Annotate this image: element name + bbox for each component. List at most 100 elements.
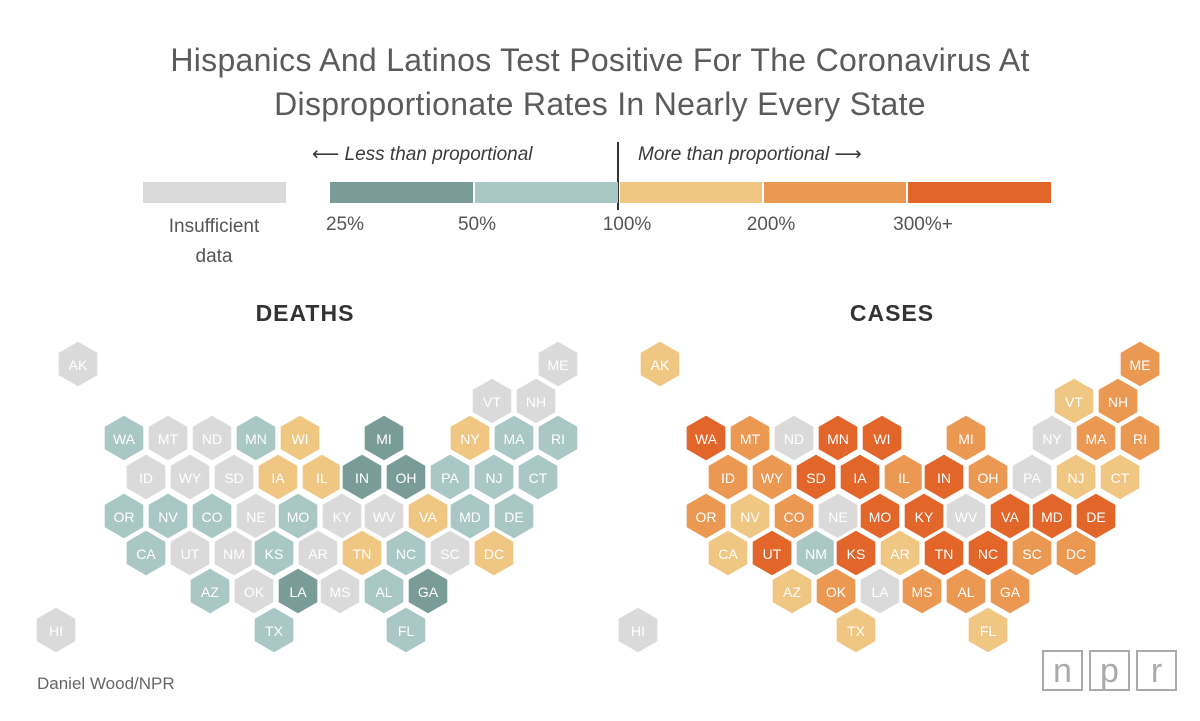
- hex-ny: [447, 412, 493, 464]
- hex-label-ky: KY: [915, 509, 934, 525]
- hex-in: [339, 451, 385, 503]
- hex-label-ak: AK: [651, 357, 670, 373]
- hex-label-nh: NH: [1108, 394, 1128, 410]
- hex-wy: [167, 451, 213, 503]
- hex-label-in: IN: [937, 470, 951, 486]
- cases-hex-map: AK ME VT NH WA MT ND MN WI MI NY MA RI ID WY SD IA IL IN OH…: [615, 338, 1163, 656]
- hex-pa: [427, 451, 473, 503]
- hex-ma: [1073, 412, 1119, 464]
- legend-divider: [617, 142, 619, 210]
- hex-label-ut: UT: [763, 546, 782, 562]
- hex-label-wy: WY: [761, 470, 784, 486]
- hex-label-il: IL: [898, 470, 910, 486]
- hex-ct: [1097, 451, 1143, 503]
- hex-wa: [683, 412, 729, 464]
- hex-label-nd: ND: [784, 431, 804, 447]
- hex-label-ny: NY: [460, 431, 480, 447]
- hex-label-sd: SD: [224, 470, 243, 486]
- hex-ak: [55, 338, 101, 390]
- hex-wi: [859, 412, 905, 464]
- hex-label-mn: MN: [245, 431, 267, 447]
- hex-sd: [211, 451, 257, 503]
- hex-label-wa: WA: [695, 431, 718, 447]
- hex-label-sc: SC: [1022, 546, 1041, 562]
- hex-label-ca: CA: [718, 546, 738, 562]
- hex-label-ct: CT: [529, 470, 548, 486]
- hex-label-ne: NE: [828, 509, 847, 525]
- hex-ma: [491, 412, 537, 464]
- hex-label-nj: NJ: [485, 470, 502, 486]
- hex-label-ak: AK: [69, 357, 88, 373]
- hex-label-me: ME: [1130, 357, 1151, 373]
- hex-nj: [471, 451, 517, 503]
- hex-label-ct: CT: [1111, 470, 1130, 486]
- hex-ia: [837, 451, 883, 503]
- hex-label-mo: MO: [869, 509, 892, 525]
- hex-ms: [317, 565, 363, 617]
- legend-swatch-200: [764, 182, 906, 203]
- hex-label-nc: NC: [978, 546, 998, 562]
- hex-dc: [471, 527, 517, 579]
- hex-label-de: DE: [1086, 509, 1105, 525]
- hex-label-in: IN: [355, 470, 369, 486]
- hex-label-va: VA: [419, 509, 437, 525]
- hex-label-al: AL: [375, 584, 392, 600]
- hex-ga: [987, 565, 1033, 617]
- hex-label-il: IL: [316, 470, 328, 486]
- hex-mi: [361, 412, 407, 464]
- hex-sc: [1009, 527, 1055, 579]
- hex-label-nd: ND: [202, 431, 222, 447]
- hex-al: [361, 565, 407, 617]
- hex-fl: [383, 604, 429, 656]
- hex-label-ia: IA: [853, 470, 867, 486]
- hex-ok: [813, 565, 859, 617]
- hex-label-mt: MT: [158, 431, 179, 447]
- legend-tick-200: 200%: [746, 214, 796, 235]
- hex-label-nv: NV: [158, 509, 178, 525]
- legend-insufficient-label: Insufficient data: [134, 212, 294, 272]
- hex-wi: [277, 412, 323, 464]
- hex-label-vt: VT: [1065, 394, 1083, 410]
- hex-label-fl: FL: [398, 623, 415, 639]
- hex-label-ok: OK: [826, 584, 847, 600]
- hex-label-ri: RI: [551, 431, 565, 447]
- hex-label-va: VA: [1001, 509, 1019, 525]
- hex-label-nh: NH: [526, 394, 546, 410]
- hex-label-nm: NM: [805, 546, 827, 562]
- hex-label-az: AZ: [783, 584, 801, 600]
- hex-label-mi: MI: [958, 431, 974, 447]
- hex-label-tn: TN: [935, 546, 954, 562]
- hex-label-me: ME: [548, 357, 569, 373]
- legend-swatch-300: [908, 182, 1051, 203]
- hex-label-ga: GA: [1000, 584, 1021, 600]
- hex-wa: [101, 412, 147, 464]
- hex-ga: [405, 565, 451, 617]
- hex-label-de: DE: [504, 509, 523, 525]
- hex-label-nj: NJ: [1067, 470, 1084, 486]
- hex-tn: [921, 527, 967, 579]
- hex-label-mn: MN: [827, 431, 849, 447]
- legend-insufficient-line1: Insufficient: [168, 216, 260, 237]
- deaths-map-title: DEATHS: [255, 300, 355, 326]
- chart-title: Hispanics And Latinos Test Positive For …: [0, 38, 1200, 126]
- hex-label-al: AL: [957, 584, 974, 600]
- hex-az: [769, 565, 815, 617]
- hex-label-ga: GA: [418, 584, 439, 600]
- hex-label-ma: MA: [504, 431, 526, 447]
- hex-ct: [515, 451, 561, 503]
- hex-label-ne: NE: [246, 509, 265, 525]
- hex-label-tx: TX: [847, 623, 866, 639]
- hex-label-tn: TN: [353, 546, 372, 562]
- hex-ok: [231, 565, 277, 617]
- hex-label-mi: MI: [376, 431, 392, 447]
- legend-tick-100: 100%: [602, 214, 652, 235]
- hex-mn: [815, 412, 861, 464]
- hex-label-ca: CA: [136, 546, 156, 562]
- hex-ca: [123, 527, 169, 579]
- hex-label-hi: HI: [49, 623, 63, 639]
- hex-label-sd: SD: [806, 470, 825, 486]
- hex-tx: [251, 604, 297, 656]
- hex-sd: [793, 451, 839, 503]
- hex-tn: [339, 527, 385, 579]
